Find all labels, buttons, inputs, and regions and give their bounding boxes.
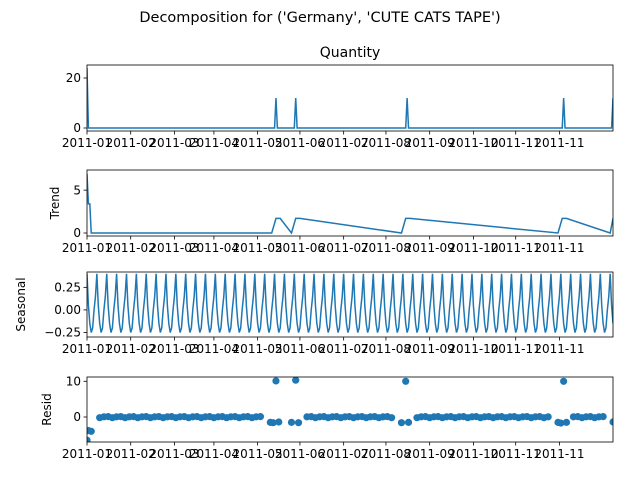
resid-point [87,436,91,442]
x-tick-label: 2011-05 [233,342,283,356]
resid-point [87,427,95,435]
resid-point [402,377,410,385]
x-tick-label: 2011-03 [149,342,199,356]
x-tick-label: 2011-09 [405,241,455,255]
x-tick-label: 2011-03 [149,136,199,150]
x-tick-label: 2011-06 [275,241,325,255]
x-tick-label: 2011-10 [448,136,498,150]
x-tick-label: 2011-05 [233,241,283,255]
x-tick-label: 2011-10 [448,342,498,356]
x-tick-label: 2011-07 [319,241,369,255]
seasonal-series-line [87,273,613,333]
x-tick-label: 2011-05 [233,447,283,461]
resid-point [562,418,571,426]
resid-point [292,377,300,384]
resid-point [272,377,280,385]
x-tick-label: 2011-10 [448,447,498,461]
x-tick-label: 2011-04 [189,241,239,255]
resid-point [557,419,565,427]
trend-panel: 052011-012011-022011-032011-042011-05201… [48,169,614,255]
x-tick-label: 2011-05 [233,136,283,150]
resid-axes-frame [86,376,614,443]
resid-point [397,419,406,427]
x-tick-label: 2011-02 [106,136,156,150]
x-tick-label: 2011-03 [149,241,199,255]
resid-point [256,413,265,421]
y-axis-label: Trend [48,187,62,221]
resid-point [609,418,613,426]
resid-point [287,418,296,426]
x-tick-label: 2011-01 [62,136,112,150]
x-tick-label: 2011-11 [491,342,541,356]
x-tick-label: 2011-06 [275,136,325,150]
y-axis-label: Seasonal [14,277,28,331]
resid-point [275,418,283,426]
x-tick-label: 2011-11 [534,241,584,255]
y-tick-label: 0.25 [54,281,81,295]
x-tick-label: 2011-09 [405,447,455,461]
observed-panel: 0202011-012011-022011-032011-042011-0520… [62,45,614,150]
x-tick-label: 2011-08 [361,342,411,356]
panels: 0202011-012011-022011-032011-042011-0520… [14,45,614,461]
x-tick-label: 2011-11 [491,136,541,150]
y-tick-label: 5 [73,183,81,197]
x-tick-label: 2011-01 [62,342,112,356]
x-tick-label: 2011-11 [491,447,541,461]
x-tick-label: 2011-11 [534,136,584,150]
y-tick-label: 0 [73,121,81,135]
x-tick-label: 2011-06 [275,342,325,356]
x-tick-label: 2011-04 [189,447,239,461]
resid-point [294,419,303,427]
x-tick-label: 2011-08 [361,241,411,255]
x-tick-label: 2011-11 [534,447,584,461]
resid-point [388,414,396,422]
seasonal-axes-frame [86,271,614,338]
y-tick-label: 10 [66,374,81,388]
y-tick-label: −0.25 [44,326,81,340]
y-tick-label: 0 [73,410,81,424]
x-tick-label: 2011-03 [149,447,199,461]
x-tick-label: 2011-08 [361,136,411,150]
resid-point [544,413,552,421]
resid-point [560,377,568,385]
x-tick-label: 2011-06 [275,447,325,461]
resid-point [404,418,413,426]
x-tick-label: 2011-07 [319,342,369,356]
seasonal-panel: −0.250.000.252011-012011-022011-032011-0… [14,271,614,356]
panel-title: Quantity [320,45,381,61]
figure-title: Decomposition for ('Germany', 'CUTE CATS… [139,10,500,26]
y-tick-label: 0.00 [54,303,81,317]
x-tick-label: 2011-09 [405,342,455,356]
resid-point [269,419,277,427]
trend-series-line [87,173,613,235]
x-tick-label: 2011-02 [106,342,156,356]
x-tick-label: 2011-11 [491,241,541,255]
x-tick-label: 2011-11 [534,342,584,356]
x-tick-label: 2011-02 [106,447,156,461]
resid-point [599,413,607,421]
x-tick-label: 2011-08 [361,447,411,461]
y-tick-label: 20 [66,71,81,85]
x-tick-label: 2011-04 [189,136,239,150]
x-tick-label: 2011-10 [448,241,498,255]
trend-axes-frame [86,169,614,237]
x-tick-label: 2011-04 [189,342,239,356]
observed-axes-frame [86,64,614,132]
resid-panel: 0102011-012011-022011-032011-042011-0520… [40,374,614,461]
observed-series-line [87,67,613,129]
x-tick-label: 2011-07 [319,447,369,461]
x-tick-label: 2011-09 [405,136,455,150]
y-tick-label: 0 [73,226,81,240]
x-tick-label: 2011-02 [106,241,156,255]
x-tick-label: 2011-01 [62,447,112,461]
x-tick-label: 2011-07 [319,136,369,150]
y-axis-label: Resid [40,393,54,425]
x-tick-label: 2011-01 [62,241,112,255]
